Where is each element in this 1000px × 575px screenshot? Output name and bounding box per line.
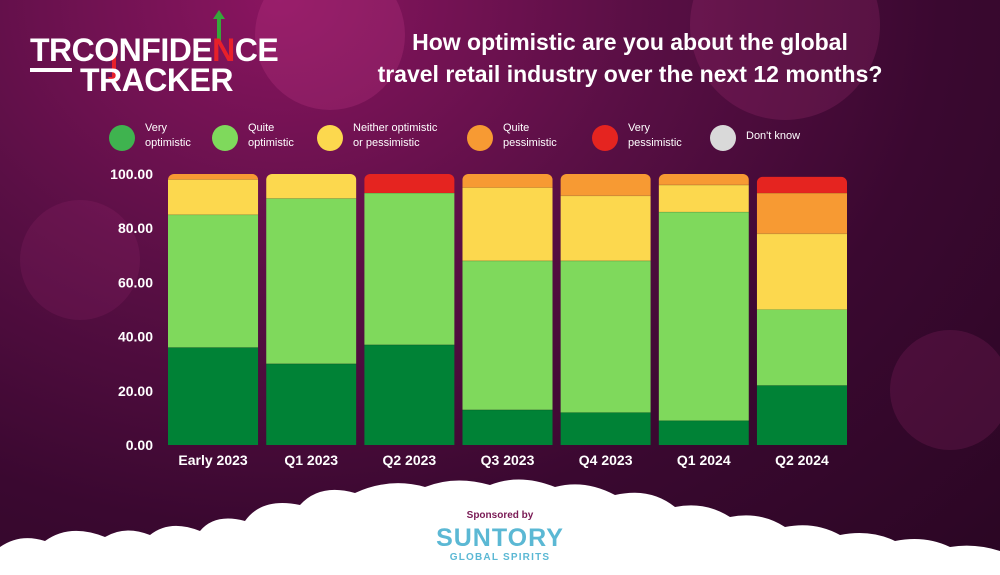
down-arrow-icon	[108, 52, 120, 86]
legend-label: Very pessimistic	[628, 122, 682, 149]
x-tick-label: Q3 2023	[481, 452, 535, 468]
bar-segment-quite-optimistic	[364, 192, 455, 345]
bar-segment-quite-optimistic	[560, 260, 651, 413]
bar-stack	[560, 174, 651, 445]
chart-title-line1: How optimistic are you about the global	[412, 29, 848, 55]
bar-stack	[168, 174, 259, 445]
legend-label: Very optimistic	[145, 122, 191, 149]
y-tick-label: 20.00	[118, 383, 153, 399]
legend-swatch	[317, 125, 343, 151]
bar-segment-neither-optimistic-or-pessimistic	[756, 233, 847, 310]
logo-tracker-text: TRACKER	[80, 62, 233, 98]
bar-segment-quite-optimistic	[168, 214, 259, 348]
legend-swatch	[212, 125, 238, 151]
x-tick-label: Q1 2023	[284, 452, 338, 468]
x-tick-label: Early 2023	[178, 452, 247, 468]
legend-swatch	[467, 125, 493, 151]
sponsor-subtitle: GLOBAL SPIRITS	[449, 552, 551, 563]
sponsor-logo-text: SUNTORY	[436, 524, 564, 552]
confidence-tracker-logo: TRCONFIDENCE TRACKER	[30, 10, 280, 96]
bar-segment-quite-pessimistic	[462, 174, 553, 188]
y-tick-label: 100.00	[110, 166, 153, 182]
y-tick-label: 80.00	[118, 220, 153, 236]
bar-segment-neither-optimistic-or-pessimistic	[560, 195, 651, 261]
logo-confidence-text: TRCONFIDENCE	[30, 32, 279, 72]
bar-segment-neither-optimistic-or-pessimistic	[462, 187, 553, 261]
y-tick-label: 60.00	[118, 274, 153, 290]
bar-segment-quite-optimistic	[266, 198, 357, 364]
bar-segment-very-optimistic	[364, 344, 455, 445]
bar-segment-quite-pessimistic	[658, 174, 749, 185]
legend-label: Neither optimistic or pessimistic	[353, 122, 438, 149]
y-tick-label: 40.00	[118, 329, 153, 345]
sponsor-block: Sponsored by SUNTORY GLOBAL SPIRITS	[400, 510, 600, 563]
bar-segment-very-optimistic	[266, 363, 357, 445]
legend-label: Quite optimistic	[248, 122, 294, 149]
sponsor-label: Sponsored by	[466, 510, 534, 521]
y-tick-label: 0.00	[126, 437, 153, 453]
bar-stack	[756, 176, 847, 445]
up-arrow-icon	[213, 10, 225, 44]
legend-swatch	[710, 125, 736, 151]
bar-stack	[364, 174, 455, 445]
bar-segment-very-pessimistic	[756, 176, 847, 193]
legend-swatch	[592, 125, 618, 151]
bar-segment-quite-pessimistic	[756, 192, 847, 234]
x-tick-label: Q2 2024	[775, 452, 829, 468]
bar-segment-very-optimistic	[168, 347, 259, 445]
legend-swatch	[109, 125, 135, 151]
bar-segment-quite-pessimistic	[168, 174, 259, 180]
bar-segment-quite-optimistic	[462, 260, 553, 410]
cloud-footer	[0, 479, 1000, 575]
bar-segment-quite-pessimistic	[560, 174, 651, 196]
chart-title-line2: travel retail industry over the next 12 …	[377, 61, 883, 87]
chart-title: How optimistic are you about the global …	[330, 26, 930, 90]
legend-label: Quite pessimistic	[503, 122, 557, 149]
bar-segment-neither-optimistic-or-pessimistic	[658, 184, 749, 212]
bar-segment-very-optimistic	[658, 420, 749, 445]
bar-stack	[658, 174, 749, 445]
bar-segment-very-optimistic	[462, 409, 553, 445]
bar-stack	[462, 174, 553, 445]
bar-segment-neither-optimistic-or-pessimistic	[266, 174, 357, 199]
bar-segment-very-optimistic	[756, 385, 847, 445]
bar-stack	[266, 174, 357, 445]
bar-segment-very-pessimistic	[364, 174, 455, 193]
bar-segment-neither-optimistic-or-pessimistic	[168, 179, 259, 215]
x-tick-label: Q4 2023	[579, 452, 633, 468]
x-tick-label: Q2 2023	[382, 452, 436, 468]
bar-segment-very-optimistic	[560, 412, 651, 445]
x-tick-label: Q1 2024	[677, 452, 731, 468]
bar-segment-quite-optimistic	[658, 211, 749, 421]
legend-label: Don't know	[746, 130, 801, 142]
bar-segment-quite-optimistic	[756, 309, 847, 386]
